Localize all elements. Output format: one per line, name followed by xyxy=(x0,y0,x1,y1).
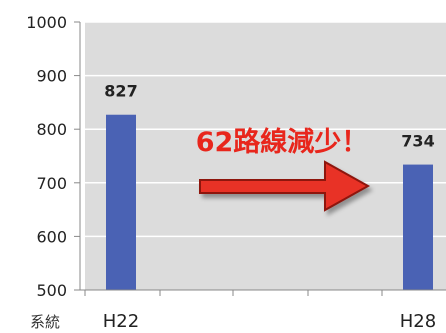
y-tick-label: 600 xyxy=(36,227,67,246)
value-labels: 827 734 xyxy=(104,82,434,151)
bar-h22 xyxy=(106,114,136,290)
x-category-labels: H22 H28 xyxy=(103,311,436,332)
x-category-label: H22 xyxy=(103,311,139,332)
data-label: 734 xyxy=(401,132,434,151)
axes xyxy=(74,21,446,296)
y-axis-unit-label: 系統 xyxy=(30,313,60,331)
data-label: 827 xyxy=(104,82,137,101)
bar-h28 xyxy=(403,164,433,290)
reduction-annotation: 62路線減少！ xyxy=(196,126,369,158)
y-tick-label: 500 xyxy=(36,281,67,300)
bars xyxy=(106,114,433,290)
x-category-label: H28 xyxy=(400,311,436,332)
y-tick-label: 1000 xyxy=(26,13,67,32)
decrease-arrow-icon xyxy=(199,160,371,212)
y-tick-labels: 500 600 700 800 900 1000 xyxy=(26,13,67,300)
plot-area xyxy=(85,22,446,290)
y-tick-label: 800 xyxy=(36,120,67,139)
y-tick-label: 900 xyxy=(36,67,67,86)
y-tick-label: 700 xyxy=(36,174,67,193)
